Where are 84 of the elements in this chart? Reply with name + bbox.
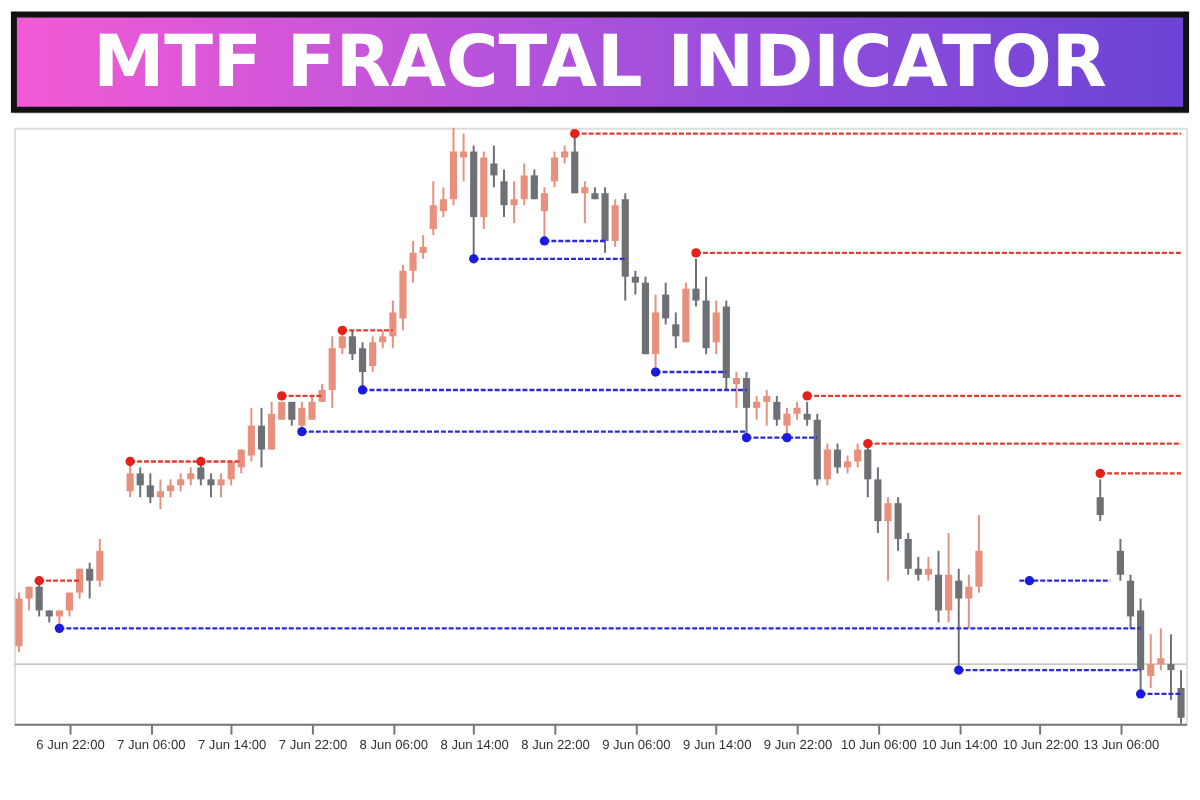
point	[357, 385, 368, 395]
candlestick	[419, 233, 427, 260]
point	[34, 576, 44, 586]
candlestick	[732, 371, 740, 409]
point	[570, 129, 580, 139]
candlestick	[126, 460, 134, 499]
candlestick	[631, 269, 639, 296]
candlestick	[712, 299, 720, 356]
candlestick	[611, 198, 619, 248]
candlestick	[510, 180, 518, 225]
candlestick	[833, 442, 842, 475]
candlestick	[96, 537, 104, 588]
candlestick	[692, 257, 700, 308]
candlestick	[702, 275, 710, 356]
candlestick	[965, 573, 973, 630]
candlestick	[328, 335, 336, 409]
candlestick	[1167, 633, 1175, 701]
candlestick	[136, 466, 144, 499]
point	[802, 391, 812, 401]
point	[125, 456, 135, 467]
candlestick	[1147, 633, 1155, 689]
candlestick	[581, 180, 589, 225]
candlestick	[207, 472, 215, 499]
candlestick	[530, 168, 538, 201]
point	[54, 623, 65, 634]
point	[691, 248, 701, 258]
candlestick	[86, 561, 94, 600]
point	[337, 325, 347, 335]
candlestick	[1096, 478, 1104, 523]
candlestick	[884, 496, 892, 582]
point	[297, 427, 307, 437]
point	[539, 236, 550, 246]
chart-title: MTF FRACTAL INDICATOR	[93, 21, 1107, 104]
point	[469, 254, 479, 264]
candlestick	[773, 394, 781, 427]
point	[277, 391, 287, 401]
point	[1095, 468, 1105, 479]
candlestick	[217, 472, 225, 499]
point	[1135, 689, 1146, 699]
candlestick	[662, 281, 670, 326]
candlestick	[742, 371, 751, 439]
candlestick	[197, 460, 205, 487]
candlestick	[934, 549, 943, 624]
candlestick	[945, 531, 953, 624]
candlestick	[369, 335, 377, 374]
candlestick	[490, 144, 498, 189]
candlestick	[156, 478, 165, 511]
point	[650, 367, 661, 377]
candlestick	[520, 162, 528, 207]
candlestick	[803, 400, 811, 427]
candlestick	[500, 168, 508, 219]
candlestick	[955, 567, 963, 672]
candlestick	[409, 239, 417, 284]
candlestick	[35, 579, 43, 618]
candlestick	[1116, 537, 1124, 582]
candlestick	[652, 293, 660, 374]
candlestick	[257, 406, 266, 469]
point	[196, 456, 206, 467]
candlestick	[753, 394, 761, 421]
point	[954, 665, 964, 675]
candlestick	[338, 329, 346, 356]
candlestick	[550, 150, 559, 189]
candlestick	[975, 514, 983, 594]
candlestick	[540, 186, 548, 242]
candlestick	[864, 442, 872, 499]
candlestick	[874, 466, 882, 534]
candlestick	[823, 442, 831, 487]
candlestick	[571, 132, 579, 195]
candlestick	[783, 406, 791, 439]
candlestick	[914, 555, 922, 582]
point	[782, 432, 792, 443]
candlestick	[854, 442, 862, 469]
candlestick	[15, 591, 23, 654]
candlestick	[763, 388, 771, 427]
candlestick	[894, 496, 902, 552]
point	[863, 438, 873, 449]
candlestick	[146, 472, 154, 505]
candlestick	[1157, 627, 1165, 672]
candlestick	[924, 555, 932, 582]
candlestick	[904, 531, 912, 576]
candlestick	[76, 567, 84, 600]
candlestick	[672, 311, 680, 350]
point	[741, 432, 752, 443]
point	[1024, 576, 1035, 586]
